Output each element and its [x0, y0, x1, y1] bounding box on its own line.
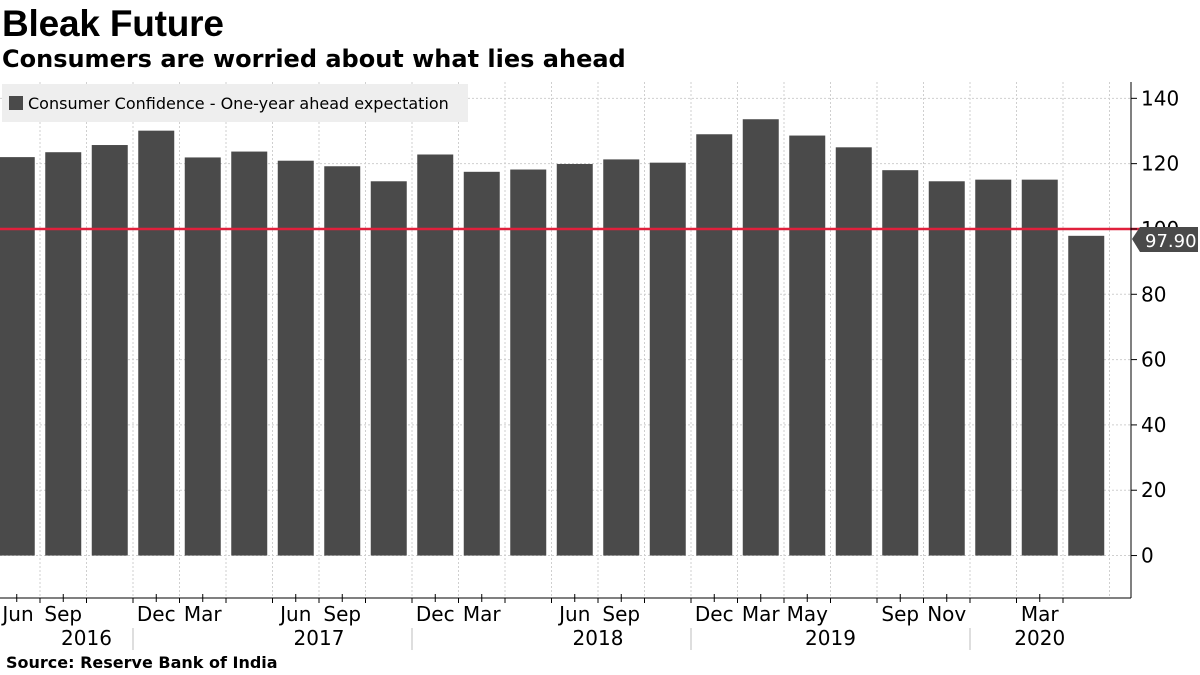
callout-badge — [1132, 227, 1198, 252]
bar-sep-2016 — [45, 152, 82, 556]
x-tick-label: Mar — [184, 602, 223, 626]
bar-mar-2017 — [184, 157, 221, 556]
x-tick-label: Sep — [602, 602, 640, 626]
bar-sep-2019 — [882, 170, 919, 556]
bar-nov-2017 — [370, 181, 407, 556]
x-tick-label: Mar — [463, 602, 502, 626]
bar-jun-2018 — [556, 163, 593, 556]
bar-may-2018 — [510, 169, 547, 556]
legend: Consumer Confidence - One-year ahead exp… — [2, 84, 468, 122]
bar-jul-2019 — [835, 147, 872, 556]
bar-dec-2016 — [138, 130, 175, 556]
x-year-label: 2016 — [61, 626, 112, 650]
y-tick-label: 20 — [1141, 478, 1166, 502]
source-note: Source: Reserve Bank of India — [6, 653, 278, 672]
chart-title: Bleak Future — [2, 3, 224, 44]
bar-nov-2019 — [928, 181, 965, 556]
x-tick-label: Sep — [881, 602, 919, 626]
x-tick-label: May — [787, 602, 829, 626]
x-year-label: 2019 — [805, 626, 856, 650]
y-tick-label: 40 — [1141, 413, 1166, 437]
x-tick-label: Jun — [557, 602, 590, 626]
bar-jun-2017 — [277, 160, 314, 556]
bar-sep-2018 — [603, 159, 640, 556]
x-year-label: 2020 — [1014, 626, 1065, 650]
x-tick-label: Dec — [695, 602, 734, 626]
x-tick-label: Mar — [1021, 602, 1060, 626]
y-tick-label: 0 — [1141, 544, 1154, 568]
bar-mar-2019 — [742, 119, 779, 556]
x-tick-label: Sep — [323, 602, 361, 626]
y-tick-label: 120 — [1141, 152, 1179, 176]
bar-mar-2018 — [463, 171, 500, 556]
x-tick-label: Dec — [416, 602, 455, 626]
x-year-label: 2017 — [294, 626, 345, 650]
x-tick-label: Jun — [278, 602, 311, 626]
x-tick-label: Mar — [742, 602, 781, 626]
last-value-callout: 97.90 — [1132, 227, 1198, 252]
callout-value: 97.90 — [1145, 231, 1197, 252]
bar-dec-2018 — [696, 134, 733, 556]
y-tick-label: 80 — [1141, 282, 1166, 306]
x-tick-label: Nov — [927, 602, 966, 626]
legend-label: Consumer Confidence - One-year ahead exp… — [28, 94, 449, 113]
bar-dec-2017 — [417, 154, 454, 556]
legend-background — [2, 84, 468, 122]
bar-jun-2016 — [0, 157, 35, 556]
bar-may-2019 — [789, 135, 826, 556]
y-tick-label: 60 — [1141, 348, 1166, 372]
bars — [0, 119, 1105, 556]
bar-nov-2016 — [91, 145, 128, 556]
bar-may-2020 — [1068, 235, 1105, 556]
chart-subtitle: Consumers are worried about what lies ah… — [2, 45, 626, 73]
y-tick-label: 140 — [1141, 86, 1179, 110]
axes: 020406080100120140JunSepDecMarJunSepDecM… — [0, 82, 1179, 650]
x-year-label: 2018 — [573, 626, 624, 650]
x-tick-label: Dec — [137, 602, 176, 626]
bar-nov-2018 — [649, 162, 686, 556]
bar-jan-2020 — [975, 179, 1012, 556]
x-tick-label: Jun — [0, 602, 33, 626]
legend-swatch — [9, 96, 23, 110]
bar-may-2017 — [231, 151, 268, 556]
x-tick-label: Sep — [44, 602, 82, 626]
bar-sep-2017 — [324, 166, 361, 556]
bar-mar-2020 — [1021, 179, 1058, 556]
